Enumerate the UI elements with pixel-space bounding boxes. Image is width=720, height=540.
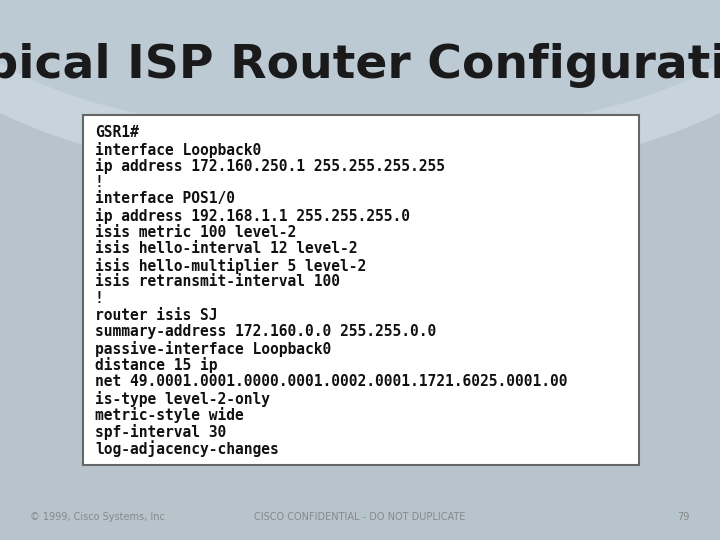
Text: CISCO CONFIDENTIAL - DO NOT DUPLICATE: CISCO CONFIDENTIAL - DO NOT DUPLICATE — [254, 512, 466, 522]
Text: metric-style wide: metric-style wide — [95, 407, 244, 423]
Bar — [83, 115, 639, 465]
Text: Typical ISP Router Configuration: Typical ISP Router Configuration — [0, 43, 720, 87]
Text: isis hello-interval 12 level-2: isis hello-interval 12 level-2 — [95, 241, 358, 256]
Text: © 1999, Cisco Systems, Inc: © 1999, Cisco Systems, Inc — [30, 512, 165, 522]
Text: interface Loopback0: interface Loopback0 — [95, 141, 261, 158]
Text: interface POS1/0: interface POS1/0 — [95, 191, 235, 206]
Ellipse shape — [0, 0, 720, 135]
Text: summary-address 172.160.0.0 255.255.0.0: summary-address 172.160.0.0 255.255.0.0 — [95, 324, 436, 339]
Text: log-adjacency-changes: log-adjacency-changes — [95, 441, 279, 457]
Text: 79: 79 — [678, 512, 690, 522]
Text: ip address 172.160.250.1 255.255.255.255: ip address 172.160.250.1 255.255.255.255 — [95, 158, 445, 174]
Text: ip address 192.168.1.1 255.255.255.0: ip address 192.168.1.1 255.255.255.0 — [95, 208, 410, 224]
Text: GSR1#: GSR1# — [95, 125, 139, 140]
Text: isis retransmit-interval 100: isis retransmit-interval 100 — [95, 274, 340, 289]
Text: is-type level-2-only: is-type level-2-only — [95, 390, 270, 407]
Text: distance 15 ip: distance 15 ip — [95, 357, 217, 373]
Text: !: ! — [95, 175, 104, 190]
Text: passive-interface Loopback0: passive-interface Loopback0 — [95, 341, 331, 357]
Text: isis hello-multiplier 5 level-2: isis hello-multiplier 5 level-2 — [95, 258, 366, 274]
Text: isis metric 100 level-2: isis metric 100 level-2 — [95, 225, 296, 240]
Ellipse shape — [0, 0, 720, 180]
Text: router isis SJ: router isis SJ — [95, 308, 217, 322]
Text: net 49.0001.0001.0000.0001.0002.0001.1721.6025.0001.00: net 49.0001.0001.0000.0001.0002.0001.172… — [95, 374, 567, 389]
Text: spf-interval 30: spf-interval 30 — [95, 424, 226, 440]
Text: !: ! — [95, 291, 104, 306]
